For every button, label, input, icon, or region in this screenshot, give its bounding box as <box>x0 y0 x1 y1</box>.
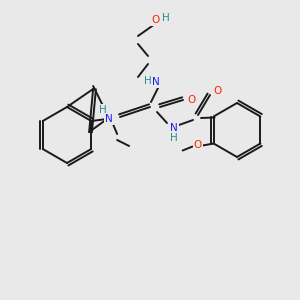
Text: H: H <box>162 13 170 23</box>
Text: N: N <box>152 77 160 87</box>
Text: O: O <box>151 15 159 25</box>
Text: H: H <box>99 105 107 115</box>
Text: N: N <box>105 114 113 124</box>
Text: O: O <box>187 95 195 105</box>
Text: O: O <box>214 86 222 96</box>
Text: N: N <box>170 123 178 133</box>
Text: O: O <box>194 140 202 151</box>
Text: H: H <box>170 133 178 143</box>
Text: H: H <box>144 76 152 86</box>
